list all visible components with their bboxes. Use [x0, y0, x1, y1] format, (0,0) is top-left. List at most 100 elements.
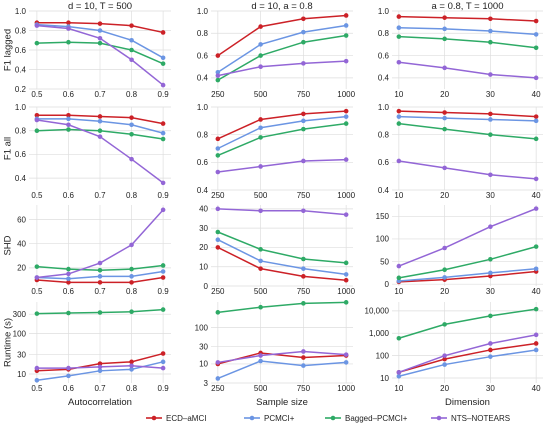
data-point: [533, 206, 539, 211]
data-point: [215, 169, 221, 175]
y-tick-label: 0.2: [15, 85, 27, 94]
data-point: [129, 131, 134, 137]
data-point: [343, 157, 349, 162]
data-point: [215, 310, 221, 315]
y-tick-label: 1.0: [15, 103, 27, 112]
series-line: [217, 239, 347, 276]
x-tick-label: 0.5: [31, 90, 43, 99]
series-line: [217, 360, 347, 380]
y-tick-label: 3: [204, 379, 209, 388]
data-point: [301, 301, 306, 306]
data-point: [533, 244, 539, 249]
data-point: [34, 117, 40, 123]
data-point: [442, 362, 447, 367]
x-tick-label: 250: [211, 90, 225, 99]
data-point: [129, 122, 134, 128]
y-tick-label: 0.6: [378, 51, 390, 60]
data-point: [215, 229, 221, 235]
x-tick-label: 0.7: [94, 90, 106, 99]
y-tick-label: 0.4: [197, 186, 209, 195]
data-point: [442, 275, 447, 280]
data-point: [343, 13, 349, 18]
x-tick-label: 0.7: [94, 191, 106, 200]
data-point: [215, 376, 221, 381]
y-tick-label: 1.0: [197, 7, 209, 16]
panel-background: [392, 302, 543, 383]
data-point: [129, 359, 134, 365]
data-point: [343, 121, 349, 126]
panel-background: [211, 107, 353, 190]
y-tick-label: 10: [17, 370, 26, 379]
data-point: [160, 269, 166, 274]
data-point: [66, 113, 71, 118]
y-tick-label: 0.8: [197, 130, 209, 139]
data-point: [34, 23, 40, 28]
panel-1-2: 10 20 30 40 0.4 0.6 0.8 1.0: [378, 103, 543, 200]
data-point: [160, 359, 166, 365]
data-point: [488, 39, 493, 45]
data-point: [160, 365, 166, 371]
data-point: [343, 108, 349, 114]
data-point: [129, 274, 134, 279]
panel-column-title: d = 10, T = 500: [68, 1, 132, 12]
data-point: [66, 276, 71, 282]
panel-1-0: 0.5 0.6 0.7 0.8 0.9 0.4 0.6 0.8 1.0: [15, 103, 171, 200]
data-point: [258, 304, 263, 310]
data-point: [97, 28, 103, 33]
data-point: [160, 30, 166, 35]
data-point: [442, 65, 447, 71]
data-point: [442, 267, 447, 273]
data-point: [97, 118, 103, 124]
data-point: [97, 368, 103, 374]
panel-3-1: 250 500 750 1000 3 10 30 100: [195, 300, 356, 393]
data-point: [442, 36, 447, 42]
data-point: [396, 275, 402, 281]
y-tick-label: 10: [380, 374, 389, 383]
legend-marker: [151, 415, 157, 421]
x-tick-label: 500: [254, 384, 268, 393]
data-point: [160, 82, 166, 88]
x-tick-label: 0.8: [126, 90, 138, 99]
x-tick-label: 0.8: [126, 191, 138, 200]
data-point: [97, 364, 103, 370]
data-point: [160, 61, 166, 66]
data-point: [301, 118, 306, 124]
x-tick-label: 0.5: [31, 287, 43, 296]
x-tick-label: 750: [297, 90, 311, 99]
data-point: [396, 263, 402, 269]
data-point: [129, 23, 134, 28]
series-line: [398, 61, 537, 79]
data-point: [258, 135, 263, 140]
data-point: [215, 237, 221, 243]
x-tick-label: 0.9: [158, 287, 170, 296]
data-point: [215, 153, 221, 158]
data-point: [396, 373, 402, 379]
data-point: [488, 313, 493, 319]
y-tick-label: 40: [199, 205, 208, 214]
x-tick-label: 30: [486, 90, 495, 99]
data-point: [258, 42, 263, 47]
data-point: [215, 73, 221, 78]
data-point: [66, 116, 71, 122]
y-tick-label: 0.8: [15, 127, 27, 136]
data-point: [215, 245, 221, 250]
data-point: [301, 61, 306, 66]
data-point: [97, 267, 103, 273]
y-tick-label: 0.8: [197, 29, 209, 38]
series-line: [398, 245, 537, 279]
panel-background: [211, 302, 353, 383]
x-tick-label: 30: [486, 191, 495, 200]
panel-column-title: a = 0.8, T = 1000: [431, 1, 503, 12]
data-point: [442, 110, 447, 115]
data-point: [97, 260, 103, 266]
series-line: [217, 301, 347, 314]
data-point: [488, 347, 493, 353]
data-point: [258, 208, 263, 214]
panel-1-1: 250 500 750 1000 0.4 0.6 0.8 1.0: [197, 103, 356, 200]
data-point: [343, 212, 349, 217]
y-tick-label: 100: [376, 235, 390, 244]
y-tick-label: 40: [17, 239, 26, 248]
data-point: [488, 354, 493, 359]
data-point: [34, 311, 40, 316]
